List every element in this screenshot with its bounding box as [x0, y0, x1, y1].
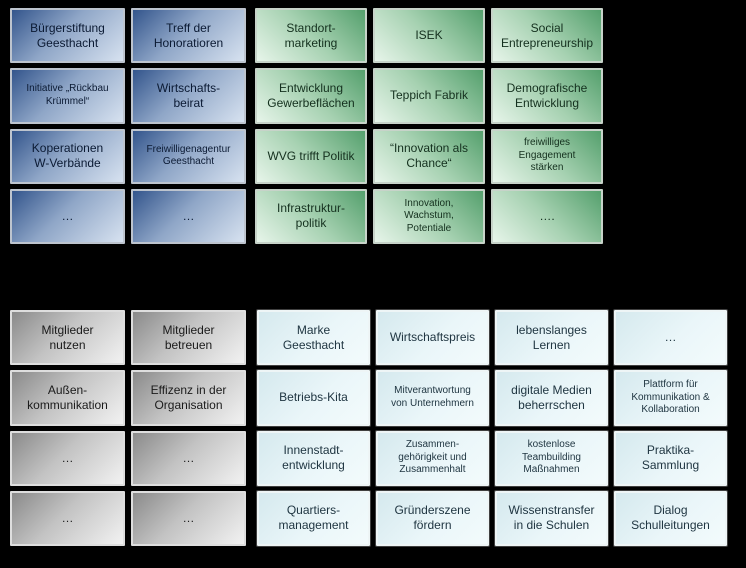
card-digitale-medien-beherrschen: digitale Medien beherrschen	[495, 370, 608, 426]
card-top-blue-more-2: …	[131, 188, 246, 244]
card-bottom-gray-more-2: …	[131, 430, 246, 486]
card-demografische-entwicklung: Demografische Entwicklung	[491, 68, 603, 124]
card-marke-geesthacht: Marke Geesthacht	[257, 310, 370, 366]
card-koperationen-w-verbaende: Koperationen W-Verbände	[10, 128, 125, 184]
card-lebenslanges-lernen: lebenslanges Lernen	[495, 310, 608, 366]
card-bottom-gray-more-4: …	[131, 490, 246, 546]
group-bottom-gray: Mitglieder nutzen Mitglieder betreuen Au…	[10, 310, 246, 546]
card-top-green-more: ….	[491, 188, 603, 244]
card-zusammengehoerigkeit-und-zusammenhalt: Zusammen- gehörigkeit und Zusammenhalt	[376, 430, 489, 486]
card-wirtschaftspreis: Wirtschaftspreis	[376, 310, 489, 366]
card-bottom-gray-more-3: …	[10, 490, 125, 546]
card-isek: ISEK	[373, 8, 485, 64]
group-bottom-cyan: Marke Geesthacht Wirtschaftspreis lebens…	[257, 310, 727, 546]
card-infrastrukturpolitik: Infrastruktur- politik	[255, 188, 367, 244]
card-betriebs-kita: Betriebs-Kita	[257, 370, 370, 426]
card-top-blue-more-1: …	[10, 188, 125, 244]
card-freiwilligenagentur-geesthacht: Freiwilligenagentur Geesthacht	[131, 128, 246, 184]
card-quartiersmanagement: Quartiers- management	[257, 490, 370, 546]
card-innovation-wachstum-potentiale: Innovation, Wachstum, Potentiale	[373, 188, 485, 244]
group-top-green: Standort- marketing ISEK Social Entrepre…	[255, 8, 603, 244]
card-mitverantwortung-von-unternehmern: Mitverantwortung von Unternehmern	[376, 370, 489, 426]
card-wvg-trifft-politik: WVG trifft Politik	[255, 128, 367, 184]
card-treff-der-honoratioren: Treff der Honoratioren	[131, 8, 246, 64]
card-wissenstransfer-in-die-schulen: Wissenstransfer in die Schulen	[495, 490, 608, 546]
card-standortmarketing: Standort- marketing	[255, 8, 367, 64]
card-social-entrepreneurship: Social Entrepreneurship	[491, 8, 603, 64]
card-praktika-sammlung: Praktika-Sammlung	[614, 430, 727, 486]
card-effizenz-in-der-organisation: Effizenz in der Organisation	[131, 370, 246, 426]
card-freiwilliges-engagement-staerken: freiwilliges Engagement stärken	[491, 128, 603, 184]
card-teppich-fabrik: Teppich Fabrik	[373, 68, 485, 124]
card-mitglieder-betreuen: Mitglieder betreuen	[131, 310, 246, 366]
card-dialog-schulleitungen: Dialog Schulleitungen	[614, 490, 727, 546]
card-bottom-gray-more-1: …	[10, 430, 125, 486]
card-initiative-rueckbau-kruemmel: Initiative „Rückbau Krümmel“	[10, 68, 125, 124]
card-kostenlose-teambuilding-massnahmen: kostenlose Teambuilding Maßnahmen	[495, 430, 608, 486]
card-aussenkommunikation: Außen- kommunikation	[10, 370, 125, 426]
card-bottom-cyan-more: …	[614, 310, 727, 366]
group-top-blue: Bürgerstiftung Geesthacht Treff der Hono…	[10, 8, 246, 244]
card-mitglieder-nutzen: Mitglieder nutzen	[10, 310, 125, 366]
card-gruenderszene-foerdern: Gründerszene fördern	[376, 490, 489, 546]
card-buergerstiftung-geesthacht: Bürgerstiftung Geesthacht	[10, 8, 125, 64]
card-innenstadtentwicklung: Innenstadt- entwicklung	[257, 430, 370, 486]
card-entwicklung-gewerbeflaechen: Entwicklung Gewerbeflächen	[255, 68, 367, 124]
card-plattform-kommunikation-kollaboration: Plattform für Kommunikation & Kollaborat…	[614, 370, 727, 426]
card-wirtschaftsbeirat: Wirtschafts- beirat	[131, 68, 246, 124]
card-innovation-als-chance: “Innovation als Chance“	[373, 128, 485, 184]
